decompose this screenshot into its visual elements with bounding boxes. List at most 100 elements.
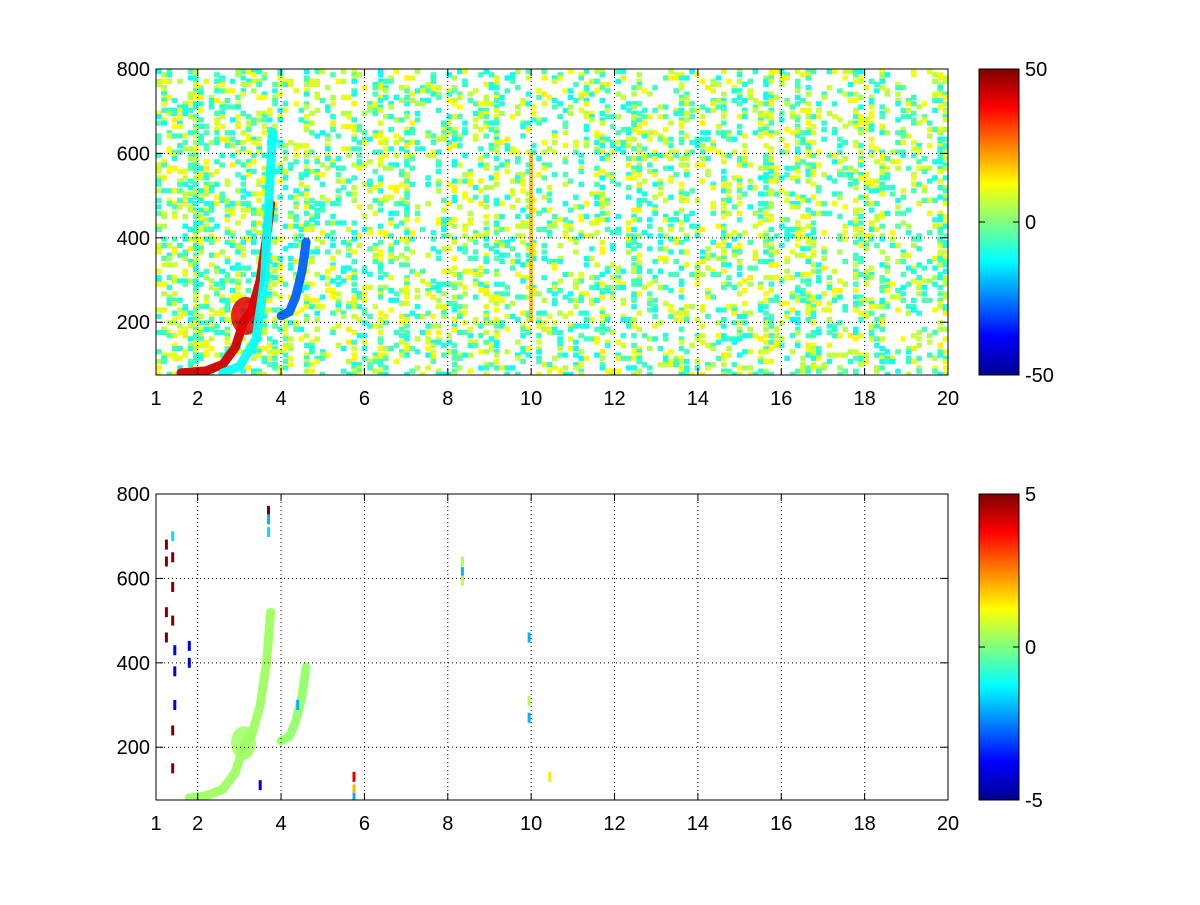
heatmap-cell	[942, 223, 948, 229]
heatmap-cell	[525, 197, 532, 203]
heatmap-cell	[156, 178, 162, 184]
heatmap-cell	[599, 320, 606, 326]
heatmap-cell	[742, 191, 748, 197]
heatmap-cell	[789, 165, 796, 171]
heatmap-cell	[768, 69, 775, 75]
heatmap-cell	[604, 268, 611, 274]
heatmap-cell	[763, 91, 769, 97]
heatmap-cell	[372, 210, 379, 216]
heatmap-cell	[319, 349, 326, 355]
heatmap-cell	[879, 233, 885, 239]
heatmap-cell	[721, 268, 727, 274]
heatmap-cell	[335, 307, 342, 313]
heatmap-cell	[879, 300, 885, 307]
heatmap-cell	[404, 139, 410, 146]
heatmap-cell	[504, 159, 511, 165]
heatmap-cell	[831, 69, 838, 75]
heatmap-cell	[229, 230, 236, 236]
heatmap-cell	[356, 127, 363, 133]
heatmap-cell	[430, 152, 437, 158]
heatmap-cell	[467, 368, 474, 374]
heatmap-cell	[504, 75, 511, 81]
heatmap-cell	[224, 197, 231, 203]
heatmap-cell	[303, 159, 310, 165]
heatmap-cell	[652, 85, 658, 91]
y-tick-label: 600	[117, 143, 150, 165]
heatmap-cell	[926, 297, 933, 303]
heatmap-cell	[330, 262, 336, 268]
heatmap-cell	[288, 265, 294, 271]
heatmap-cell	[652, 304, 658, 310]
heatmap-cell	[710, 101, 716, 107]
heatmap-cell	[710, 271, 716, 278]
heatmap-cell	[256, 352, 262, 358]
heatmap-cell	[483, 226, 489, 232]
heatmap-cell	[388, 185, 394, 191]
heatmap-cell	[193, 329, 199, 336]
heatmap-cell	[562, 120, 569, 126]
heatmap-cell	[388, 217, 394, 223]
heatmap-cell	[404, 288, 410, 294]
heatmap-cell	[636, 252, 643, 258]
heatmap-cell	[721, 120, 727, 126]
heatmap-cell	[541, 297, 547, 303]
heatmap-cell	[393, 210, 400, 216]
heatmap-cell	[647, 246, 653, 252]
heatmap-cell	[303, 78, 310, 84]
heatmap-cell	[420, 146, 426, 152]
heatmap-cell	[177, 242, 183, 249]
heatmap-cell	[198, 226, 204, 232]
heatmap-cell	[282, 149, 289, 155]
heatmap-cell	[779, 217, 785, 223]
heatmap-cell	[689, 188, 695, 194]
heatmap-cell	[874, 159, 880, 165]
heatmap-cell	[214, 352, 220, 358]
heatmap-cell	[810, 313, 817, 319]
heatmap-cell	[573, 194, 579, 200]
heatmap-cell	[573, 278, 579, 284]
heatmap-cell	[652, 210, 658, 216]
heatmap-cell	[800, 197, 806, 203]
heatmap-cell	[520, 323, 526, 329]
heatmap-cell	[773, 249, 780, 255]
heatmap-cell	[858, 130, 864, 136]
heatmap-cell	[208, 185, 215, 191]
heatmap-cell	[710, 81, 716, 88]
y-tick-label: 800	[117, 484, 150, 506]
heatmap-cell	[742, 159, 748, 165]
heatmap-cell	[388, 114, 394, 120]
y-tick-label: 600	[117, 568, 150, 590]
heatmap-cell	[578, 294, 584, 300]
heatmap-cell	[757, 307, 764, 313]
heatmap-cell	[525, 120, 532, 126]
heatmap-cell	[467, 168, 474, 175]
heatmap-cell	[272, 94, 278, 100]
heatmap-cell	[736, 162, 743, 168]
heatmap-cell	[229, 88, 236, 94]
heatmap-cell	[504, 88, 511, 94]
heatmap-cell	[589, 336, 595, 342]
heatmap-cell	[193, 313, 199, 319]
heatmap-cell	[937, 291, 943, 297]
heatmap-cell	[420, 313, 426, 319]
heatmap-cell	[863, 246, 870, 252]
heatmap-cell	[552, 284, 558, 290]
heatmap-cell	[187, 346, 194, 352]
heatmap-cell	[557, 255, 563, 261]
heatmap-cell	[272, 207, 278, 213]
heatmap-cell	[552, 262, 558, 268]
heatmap-cell	[541, 117, 547, 123]
heatmap-cell	[266, 107, 273, 113]
heatmap-cell	[245, 159, 252, 165]
heatmap-cell	[668, 358, 674, 365]
heatmap-cell	[441, 123, 447, 129]
heatmap-cell	[161, 188, 167, 194]
heatmap-cell	[652, 259, 658, 265]
heatmap-cell	[768, 162, 775, 168]
heatmap-cell	[763, 326, 769, 332]
heatmap-cell	[800, 291, 806, 297]
heatmap-cell	[177, 181, 183, 187]
heatmap-cell	[330, 278, 336, 284]
heatmap-point	[164, 607, 168, 618]
heatmap-cell	[451, 352, 458, 358]
